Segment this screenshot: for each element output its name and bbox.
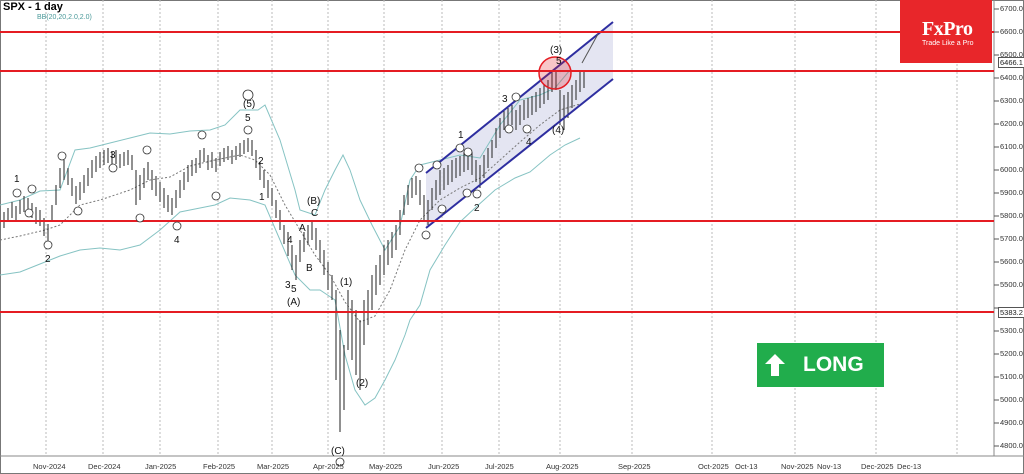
time-tick: May-2025 <box>369 462 403 471</box>
svg-text:(B): (B) <box>307 196 320 207</box>
price-tick: 6500.0 <box>1000 50 1023 59</box>
svg-text:1: 1 <box>259 192 265 203</box>
svg-text:5: 5 <box>245 113 251 124</box>
time-tick: Jul-2025 <box>485 462 514 471</box>
support-resistance-lines <box>0 31 994 313</box>
time-tick: Dec-2024 <box>88 462 121 471</box>
svg-text:(1): (1) <box>340 277 352 288</box>
projection-arrow <box>581 33 599 64</box>
price-tick: 4900.0 <box>1000 418 1023 427</box>
svg-text:(5): (5) <box>243 99 255 110</box>
logo-tagline: Trade Like a Pro <box>922 40 974 47</box>
highlight-circle <box>538 56 572 90</box>
svg-text:B: B <box>306 263 313 274</box>
time-tick: Sep-2025 <box>618 462 651 471</box>
logo-brand: FxPro <box>922 18 973 40</box>
time-tick: Oct-2025 <box>698 462 729 471</box>
svg-text:5: 5 <box>556 56 562 67</box>
price-tick: 5700.0 <box>1000 234 1023 243</box>
price-tick: 5100.0 <box>1000 372 1023 381</box>
svg-text:1: 1 <box>458 130 464 141</box>
svg-text:2: 2 <box>474 203 480 214</box>
chart-title: SPX - 1 day <box>3 1 63 13</box>
time-tick: Oct-13 <box>735 462 758 471</box>
grid-lines <box>45 0 958 456</box>
svg-text:C: C <box>311 208 318 219</box>
price-tick: 5200.0 <box>1000 349 1023 358</box>
signal-label: LONG <box>803 353 864 376</box>
long-signal-badge: LONG <box>757 343 884 387</box>
time-tick: Apr-2025 <box>313 462 344 471</box>
svg-text:(A): (A) <box>287 297 300 308</box>
wave-circles <box>12 89 532 467</box>
svg-text:A: A <box>299 223 306 234</box>
price-tick: 6100.0 <box>1000 142 1023 151</box>
time-tick: Nov-2025 <box>781 462 814 471</box>
time-tick: Mar-2025 <box>257 462 290 471</box>
time-tick: Aug-2025 <box>546 462 579 471</box>
price-flag-current: 6466.1 <box>998 57 1024 68</box>
price-tick: 6300.0 <box>1000 96 1023 105</box>
price-tick: 4800.0 <box>1000 441 1023 450</box>
fxpro-logo: FxPro Trade Like a Pro <box>900 0 992 63</box>
svg-text:5: 5 <box>291 284 297 295</box>
price-tick: 5800.0 <box>1000 211 1023 220</box>
time-tick: Nov-13 <box>817 462 842 471</box>
price-tick: 5600.0 <box>1000 257 1023 266</box>
svg-text:3: 3 <box>285 280 291 291</box>
price-tick: 5000.0 <box>1000 395 1023 404</box>
price-tick: 5900.0 <box>1000 188 1023 197</box>
svg-text:(2): (2) <box>356 378 368 389</box>
time-tick: Jan-2025 <box>145 462 177 471</box>
svg-text:2: 2 <box>45 254 51 265</box>
time-tick: Jun-2025 <box>428 462 460 471</box>
price-tick: 6700.0 <box>1000 4 1023 13</box>
price-flag-support: 5383.2 <box>998 307 1024 318</box>
price-axis-ticks <box>994 8 999 447</box>
price-tick: 6200.0 <box>1000 119 1023 128</box>
svg-text:3: 3 <box>502 94 508 105</box>
price-tick: 6000.0 <box>1000 165 1023 174</box>
price-tick: 6600.0 <box>1000 27 1023 36</box>
svg-text:(C): (C) <box>331 446 345 457</box>
indicator-label: BB(20,20,2.0,2.0) <box>37 14 92 21</box>
arrow-up-icon <box>765 354 785 376</box>
time-tick: Feb-2025 <box>203 462 236 471</box>
svg-text:(4): (4) <box>552 125 564 136</box>
svg-text:4: 4 <box>287 235 293 246</box>
svg-text:(3): (3) <box>550 45 562 56</box>
price-tick: 5500.0 <box>1000 280 1023 289</box>
svg-text:1: 1 <box>14 174 20 185</box>
svg-text:2: 2 <box>258 156 264 167</box>
svg-text:4: 4 <box>174 235 180 246</box>
time-tick: Dec-2025 <box>861 462 894 471</box>
time-tick: Dec-13 <box>897 462 922 471</box>
svg-text:4: 4 <box>526 137 532 148</box>
price-tick: 6400.0 <box>1000 73 1023 82</box>
time-tick: Nov-2024 <box>33 462 66 471</box>
svg-text:3: 3 <box>110 150 116 161</box>
price-tick: 5300.0 <box>1000 326 1023 335</box>
